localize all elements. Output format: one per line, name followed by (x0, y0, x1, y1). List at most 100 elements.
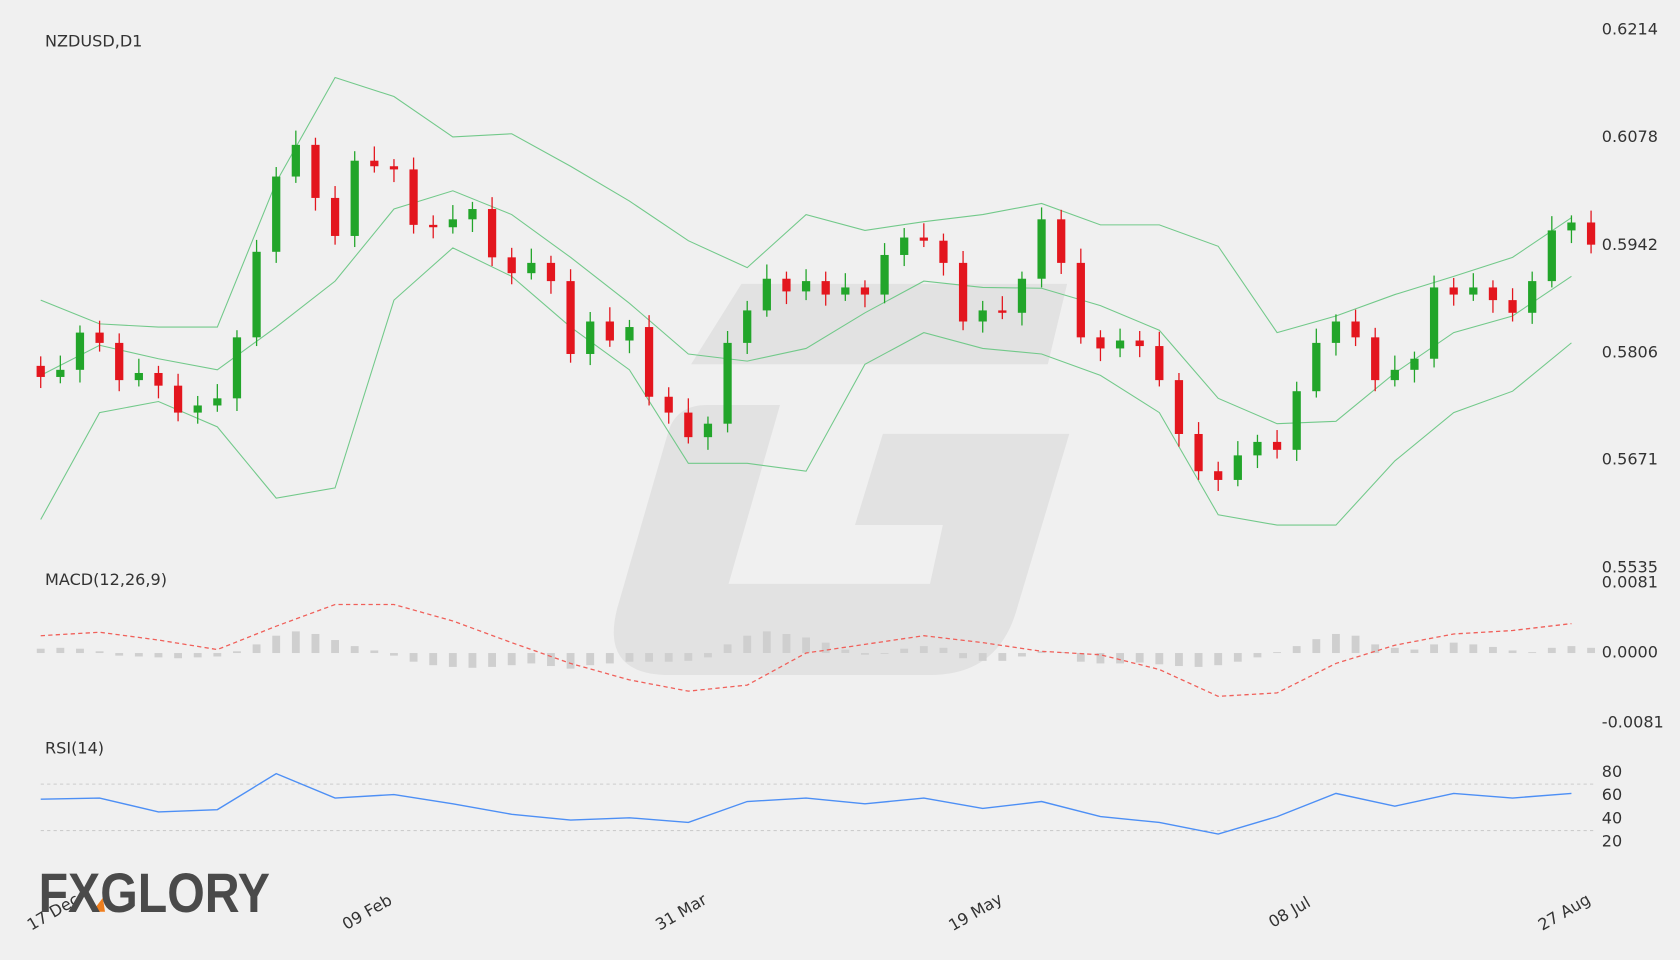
y-tick-label: 0.5942 (1602, 235, 1658, 254)
macd-histogram-bar (861, 653, 869, 655)
rsi-line (40, 772, 1572, 835)
candle-body (468, 209, 477, 220)
candle-body (860, 287, 870, 295)
macd-signal-line (40, 603, 1572, 698)
macd-histogram-bar (762, 631, 771, 654)
macd-histogram-bar (429, 653, 438, 666)
price-title: NZDUSD,D1 (45, 31, 142, 50)
candle-body (664, 396, 673, 413)
candle-body (193, 405, 202, 413)
candle-body (1586, 222, 1596, 245)
candle-body (311, 144, 320, 198)
candle-body (900, 237, 909, 255)
y-tick-label: 0.5671 (1602, 450, 1658, 469)
rsi-title: RSI(14) (45, 738, 104, 757)
candle-body (1115, 340, 1125, 349)
logo: FXGLORY (39, 862, 270, 924)
candle-body (1272, 441, 1282, 450)
candle-body (429, 224, 438, 228)
watermark-shape (613, 405, 1070, 675)
y-tick-label: 0.6214 (1602, 20, 1658, 39)
macd-histogram-bar (1096, 653, 1105, 664)
candle-body (684, 412, 693, 438)
macd-histogram-bar (1371, 644, 1380, 654)
candle-body (978, 310, 987, 322)
candle-body (1292, 391, 1301, 450)
macd-histogram-bar (1390, 647, 1399, 654)
candle-body (1057, 219, 1066, 263)
candle-body (350, 160, 359, 236)
candle-body (134, 372, 143, 381)
macd-histogram-bar (468, 653, 477, 668)
candle-body (1371, 337, 1380, 381)
macd-histogram-bar (95, 651, 104, 654)
macd-histogram-bar (115, 653, 124, 656)
macd-histogram-bar (586, 653, 595, 666)
candle-body (213, 398, 222, 406)
macd-histogram-bar (1194, 653, 1203, 667)
candle-body (1253, 441, 1262, 456)
macd-histogram-bar (174, 653, 183, 659)
macd-histogram-bar (507, 653, 516, 666)
candle-body (448, 219, 457, 228)
macd-histogram-bar (154, 653, 163, 658)
y-tick-label: 0.5535 (1602, 557, 1658, 576)
bollinger-middle (40, 190, 1572, 425)
y-tick-label: 0.0081 (1602, 572, 1658, 591)
candle-body (1508, 300, 1517, 313)
macd-histogram-bar (331, 640, 340, 654)
candle-body (1488, 287, 1498, 301)
macd-histogram-bar (1351, 635, 1360, 654)
candle-body (703, 423, 713, 438)
macd-histogram-bar (743, 635, 752, 654)
candle-body (1194, 433, 1203, 472)
candle-body (1528, 281, 1537, 313)
y-tick-label: 20 (1602, 832, 1622, 851)
candle-body (1351, 321, 1360, 338)
macd-histogram-bar (350, 646, 359, 654)
candle-body (723, 342, 732, 424)
macd-histogram-bar (566, 653, 575, 669)
candle-body (782, 278, 791, 292)
macd-histogram-bar (978, 653, 987, 661)
candle-body (1331, 321, 1341, 343)
candle-body (1174, 380, 1184, 434)
candle-body (487, 209, 497, 258)
candle-body (566, 281, 575, 354)
macd-histogram-bar (311, 633, 320, 654)
macd-histogram-bar (272, 635, 281, 654)
macd-histogram-bar (1018, 653, 1026, 657)
candle-body (252, 251, 261, 338)
macd-histogram-bar (1135, 653, 1144, 663)
macd-histogram-bar (998, 653, 1007, 661)
candle-body (95, 332, 104, 343)
macd-histogram-bar (193, 653, 202, 658)
macd-histogram-bar (1312, 639, 1321, 654)
candle-body (939, 240, 948, 263)
macd-histogram-bar (252, 644, 261, 654)
macd-histogram-bar (1332, 633, 1340, 654)
candle-body (1096, 337, 1105, 349)
macd-histogram-bar (704, 653, 712, 658)
candle-body (605, 321, 614, 341)
macd-histogram-bar (1292, 646, 1301, 654)
candle-body (1469, 287, 1478, 295)
macd-histogram-bar (625, 653, 634, 662)
macd-histogram-bar (1233, 653, 1242, 662)
y-tick-label: 0.0000 (1602, 643, 1658, 662)
macd-histogram-bar (488, 653, 497, 667)
macd-histogram-bar (1116, 653, 1125, 664)
macd-histogram-bar (409, 653, 418, 662)
candle-body (154, 372, 163, 386)
candle-body (389, 166, 399, 170)
candle-body (173, 385, 183, 413)
macd-histogram-bar (959, 653, 968, 659)
candle-body (291, 144, 300, 177)
macd-histogram-bar (1253, 653, 1262, 658)
macd-histogram-bar (1528, 652, 1537, 654)
macd-histogram-bar (547, 653, 555, 667)
candle-body (1233, 455, 1242, 480)
y-tick-label: 0.6078 (1602, 127, 1658, 146)
